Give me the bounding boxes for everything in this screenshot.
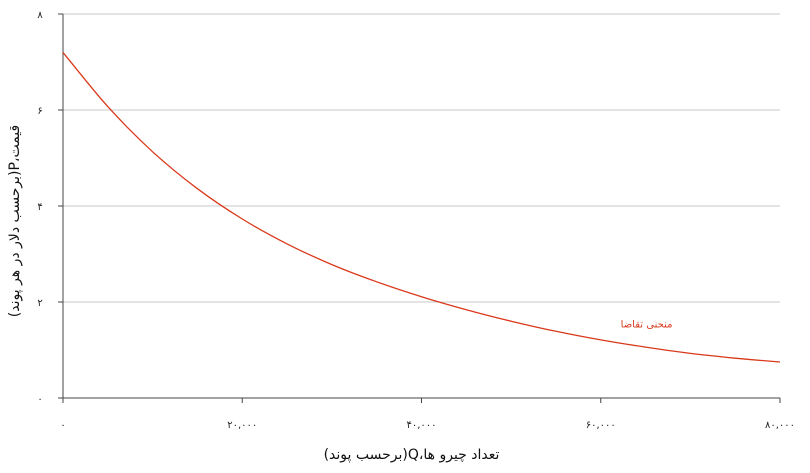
y-axis-title: (برحسب دلار در هر پوند)P،قیمت: [7, 125, 23, 317]
series-group: [62, 51, 781, 363]
y-tick-label: ۶: [37, 106, 42, 117]
y-tick-label: ۸: [37, 10, 43, 21]
x-tick-label: ۰: [60, 420, 65, 431]
x-tick-label: ۲۰,۰۰۰: [227, 420, 257, 431]
y-tick-label: ۰: [37, 394, 42, 405]
x-tick-label: ۸۰,۰۰۰: [765, 420, 795, 431]
x-tick-label: ۴۰,۰۰۰: [406, 420, 436, 431]
y-tick-labels: ۰ ۲ ۴ ۶ ۸: [37, 10, 43, 405]
x-tick-label: ۶۰,۰۰۰: [586, 420, 616, 431]
demand-curve-line: [62, 51, 781, 363]
series-label-demand-curve: منحنی تقاضا: [621, 320, 673, 331]
x-axis-title: (برحسب پوند)Q،تعداد چیرو ها: [324, 447, 500, 463]
x-tick-labels: ۰ ۲۰,۰۰۰ ۴۰,۰۰۰ ۶۰,۰۰۰ ۸۰,۰۰۰: [60, 420, 795, 431]
y-tick-label: ۴: [37, 202, 42, 213]
axes: [58, 13, 781, 403]
grid-lines: [63, 13, 780, 303]
y-tick-label: ۲: [37, 298, 42, 309]
